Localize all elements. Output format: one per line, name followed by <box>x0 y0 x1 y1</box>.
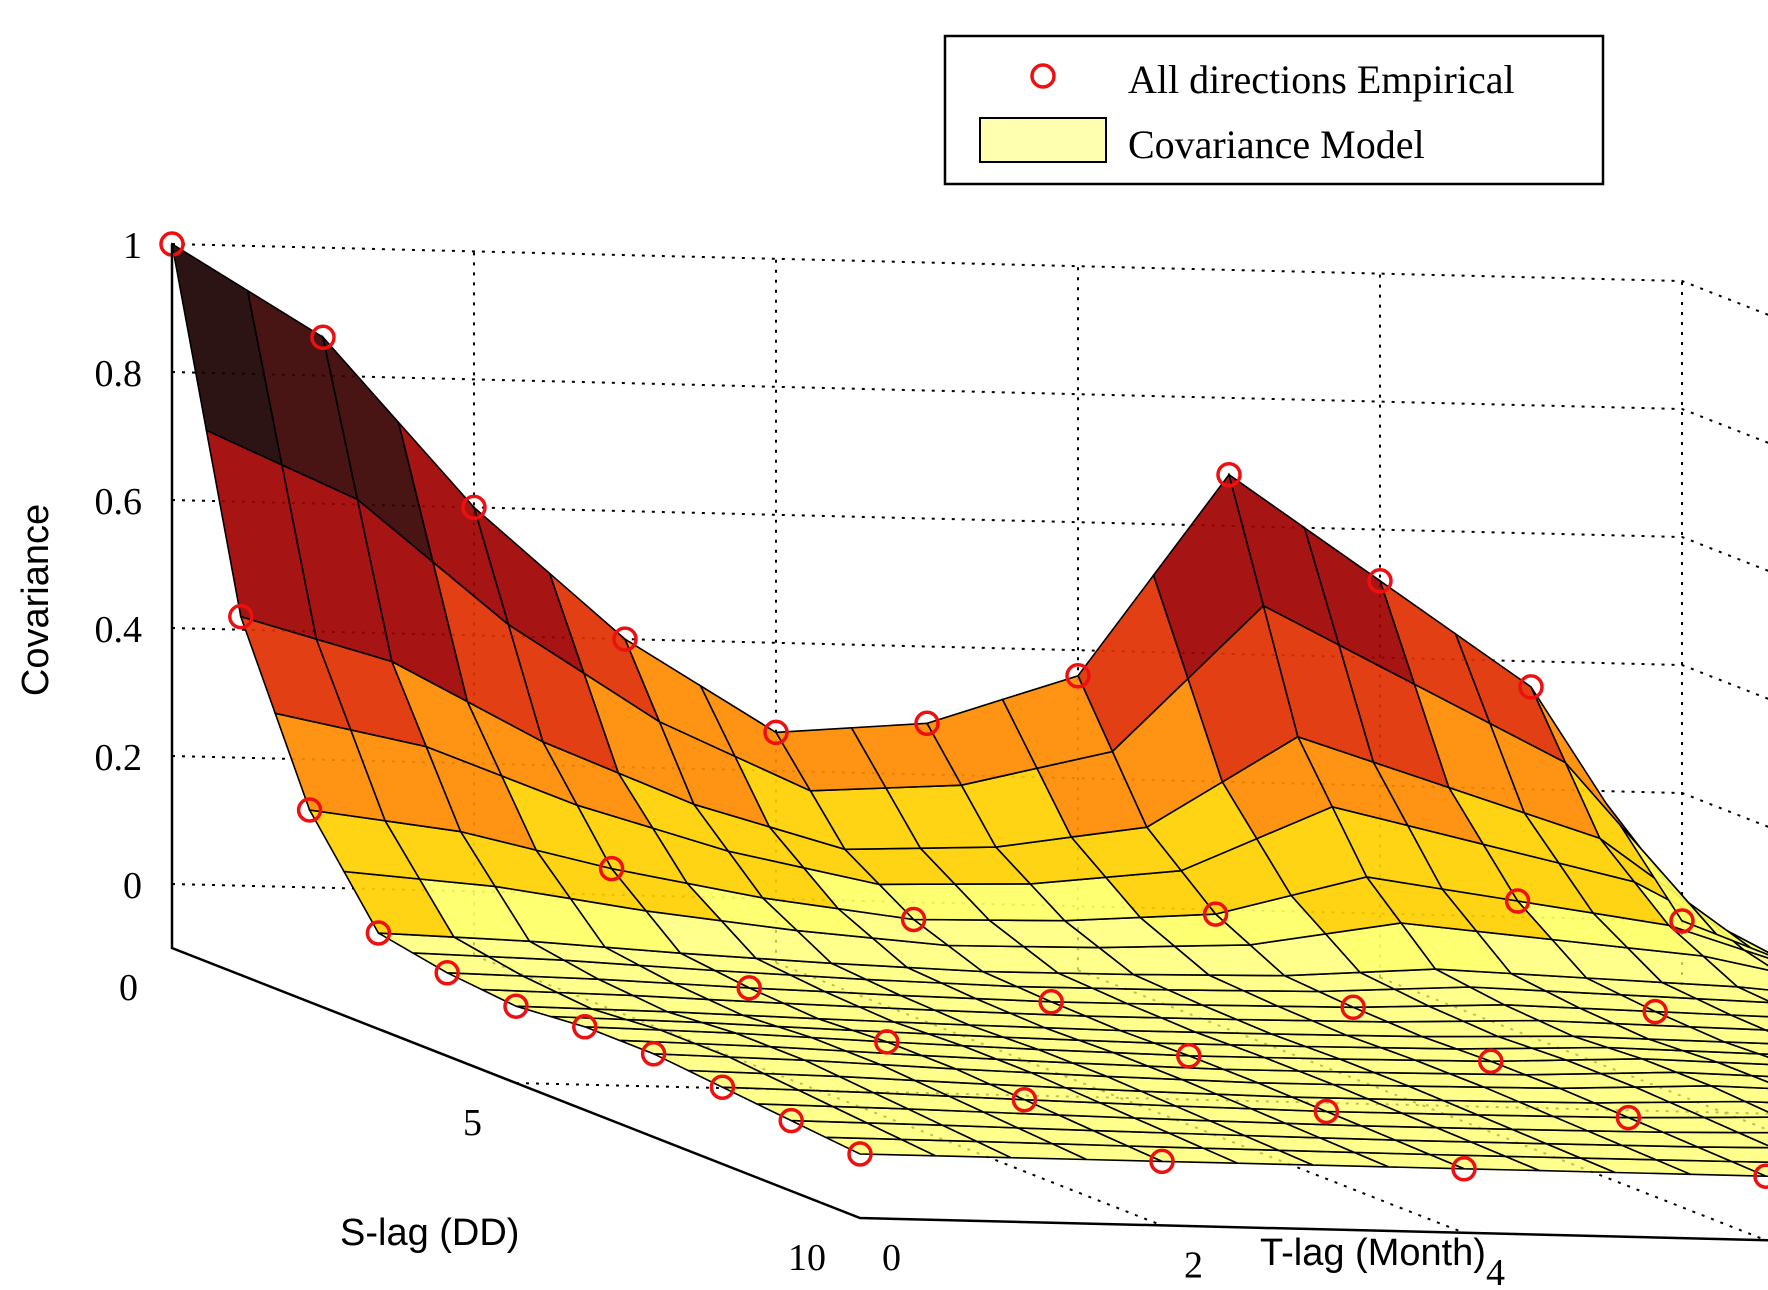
empirical-marker <box>1753 1163 1768 1189</box>
empirical-marker <box>914 710 940 737</box>
surface-cell <box>170 242 283 467</box>
empirical-marker <box>1615 1104 1642 1131</box>
empirical-markers <box>159 231 1768 1189</box>
x-tick-labels: 0 5 10 <box>119 967 826 1279</box>
axes-box <box>170 244 1768 1242</box>
legend-patch-model <box>979 117 1107 163</box>
empirical-marker <box>1518 674 1544 700</box>
x-tick-label: 0 <box>119 967 138 1009</box>
x-axis-label: S-lag (DD) <box>340 1212 519 1254</box>
empirical-marker <box>461 494 487 521</box>
empirical-marker <box>640 1041 667 1067</box>
empirical-marker <box>847 1141 873 1167</box>
grid-line-z <box>171 243 1768 316</box>
empirical-marker <box>874 1029 900 1055</box>
empirical-marker <box>1216 461 1242 488</box>
z-tick-label: 0.6 <box>95 481 143 523</box>
legend-label-empirical: All directions Empirical <box>1128 57 1515 102</box>
empirical-marker <box>1478 1048 1504 1075</box>
empirical-marker <box>1504 888 1531 914</box>
grid-line-z <box>171 499 1768 572</box>
z-tick-label: 1 <box>123 225 142 267</box>
empirical-marker <box>1669 908 1695 934</box>
empirical-marker <box>1451 1156 1477 1182</box>
empirical-marker <box>598 855 625 882</box>
empirical-marker <box>1313 1098 1340 1125</box>
empirical-marker <box>612 626 638 652</box>
empirical-marker <box>310 324 336 351</box>
empirical-marker <box>1065 663 1091 689</box>
z-axis-label: Covariance <box>15 504 57 696</box>
empirical-marker <box>1149 1148 1175 1175</box>
z-tick-label: 0.8 <box>95 353 143 395</box>
empirical-marker <box>296 797 323 823</box>
legend-label-model: Covariance Model <box>1128 122 1425 167</box>
empirical-marker <box>778 1107 804 1134</box>
empirical-marker <box>763 719 789 746</box>
empirical-marker <box>1642 998 1668 1025</box>
x-tick-label: 10 <box>788 1237 826 1279</box>
empirical-marker <box>1340 994 1366 1021</box>
legend-marker-empirical <box>1030 63 1056 89</box>
x-tick-label: 5 <box>463 1102 482 1144</box>
empirical-marker <box>1011 1086 1038 1113</box>
y-tick-label: 2 <box>1184 1244 1203 1286</box>
z-tick-label: 0.2 <box>95 737 143 779</box>
z-tick-label: 0 <box>123 865 142 907</box>
empirical-marker <box>1367 568 1393 594</box>
covariance-surface <box>170 242 1768 1178</box>
empirical-marker <box>434 960 460 986</box>
empirical-marker <box>228 603 254 630</box>
empirical-marker <box>709 1074 736 1100</box>
empirical-marker <box>900 906 927 933</box>
empirical-marker <box>1176 1043 1202 1069</box>
empirical-marker <box>365 920 392 946</box>
empirical-marker <box>572 1014 598 1040</box>
legend: All directions Empirical Covariance Mode… <box>943 34 1605 186</box>
empirical-marker <box>503 993 529 1019</box>
empirical-marker <box>1038 989 1064 1015</box>
grid-line-z <box>171 371 1768 444</box>
z-tick-labels: 0 0.2 0.4 0.6 0.8 1 <box>95 225 143 907</box>
z-tick-label: 0.4 <box>95 609 143 651</box>
y-tick-label: 0 <box>882 1237 901 1279</box>
y-tick-label: 4 <box>1486 1252 1505 1290</box>
empirical-marker <box>736 975 762 1001</box>
axes-edges <box>170 244 1768 1242</box>
y-tick-labels: 0246810 <box>882 1237 1505 1290</box>
empirical-marker <box>1202 901 1229 927</box>
y-axis-label: T-lag (Month) <box>1260 1232 1486 1274</box>
